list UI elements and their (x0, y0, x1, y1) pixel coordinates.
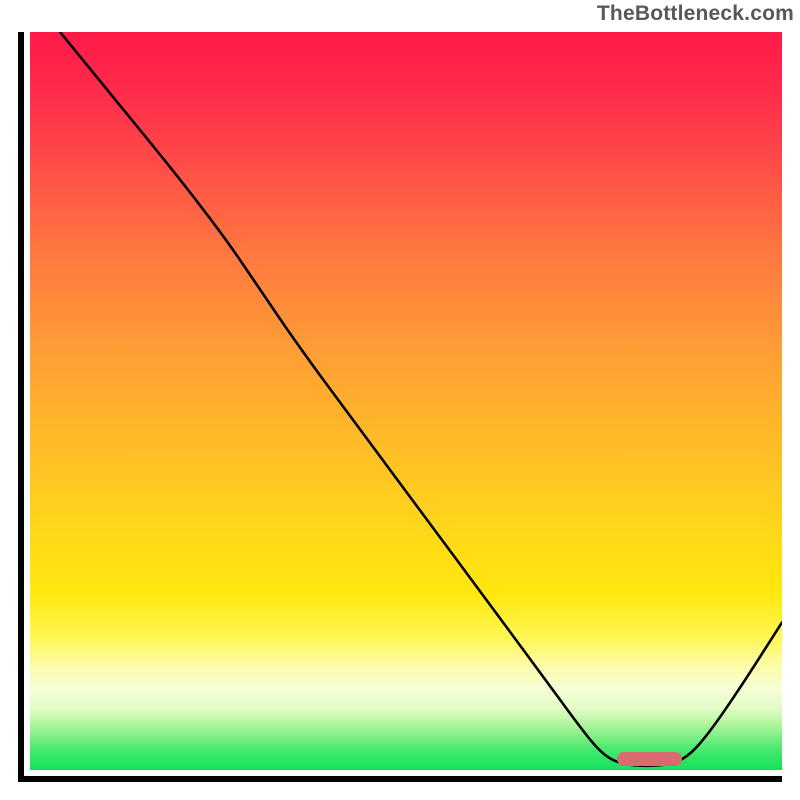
curve-path (60, 32, 782, 766)
optimal-range-marker (617, 752, 681, 766)
plot-frame (18, 32, 782, 782)
watermark-text: TheBottleneck.com (597, 2, 794, 26)
bottleneck-curve (30, 32, 782, 770)
chart-root: TheBottleneck.com (0, 0, 800, 800)
